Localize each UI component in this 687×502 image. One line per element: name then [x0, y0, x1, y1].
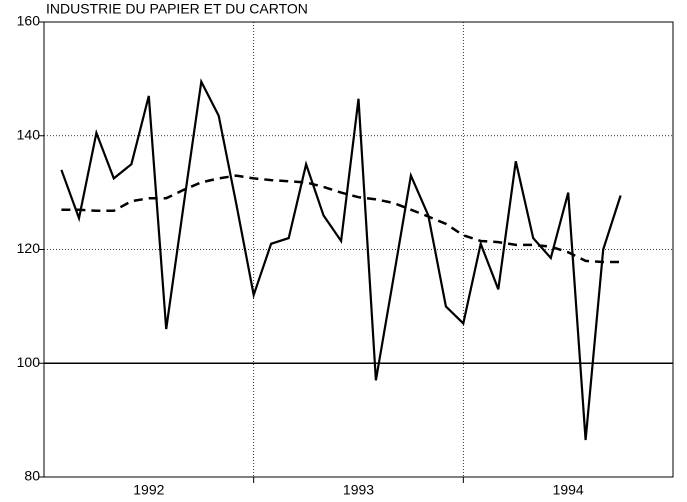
- y-tick-label: 140: [17, 126, 41, 142]
- y-tick-label: 80: [24, 468, 40, 484]
- y-tick-label: 120: [17, 240, 41, 256]
- series-line: [61, 174, 621, 264]
- plot-frame: [43, 21, 674, 478]
- series-line: [60, 78, 622, 441]
- x-tick-label: 1992: [133, 482, 164, 498]
- y-tick-label: 100: [17, 354, 41, 370]
- x-tick-label: 1994: [553, 482, 584, 498]
- y-tick-label: 160: [17, 13, 41, 29]
- x-tick-label: 1993: [343, 482, 374, 498]
- chart-title: INDUSTRIE DU PAPIER ET DU CARTON: [46, 1, 308, 17]
